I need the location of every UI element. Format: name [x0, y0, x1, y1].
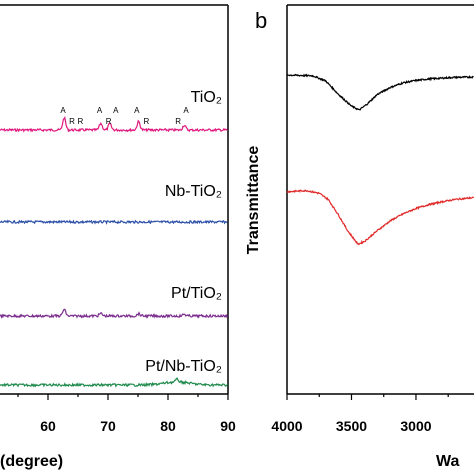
- ftir-tick-label-2: 3000: [400, 418, 431, 434]
- xrd-series-label-1: Nb-TiO₂: [165, 183, 222, 200]
- xrd-tick-label-3: 90: [220, 418, 236, 434]
- ftir-series-group: [286, 73, 474, 246]
- xrd-tick-label-2: 80: [160, 418, 176, 434]
- xrd-x-ticks: 60 70 80 90: [17, 394, 236, 434]
- panel-b-letter: b: [255, 8, 267, 33]
- xrd-series-label-2: Pt/TiO₂: [171, 285, 222, 302]
- xrd-series-label-0: TiO₂: [191, 89, 222, 106]
- ftir-tick-label-1: 3500: [336, 418, 367, 434]
- xrd-tick-label-1: 70: [100, 418, 116, 434]
- ftir-series-line-1: [286, 189, 474, 246]
- xrd-peak-label-2: R: [78, 117, 84, 126]
- ftir-x-axis-label: Wa: [436, 453, 460, 470]
- xrd-series-line-3: [0, 377, 229, 388]
- xrd-peak-label-6: A: [134, 106, 140, 115]
- ftir-x-ticks: 4000 3500 3000: [271, 394, 449, 434]
- xrd-peak-label-8: R: [175, 117, 181, 126]
- xrd-peak-label-5: A: [113, 106, 119, 115]
- xrd-series-line-0: [0, 115, 228, 133]
- xrd-series-labels: TiO₂ Nb-TiO₂ Pt/TiO₂ Pt/Nb-TiO₂: [145, 89, 222, 375]
- xrd-tick-label-0: 60: [40, 418, 56, 434]
- xrd-series-line-1: [0, 219, 228, 225]
- xrd-series-line-2: [0, 308, 229, 319]
- ftir-panel: b 4000 3500 3000 Transmittance Wa: [245, 4, 474, 470]
- xrd-peak-label-0: A: [60, 106, 66, 115]
- xrd-series-label-3: Pt/Nb-TiO₂: [145, 358, 222, 375]
- xrd-series-group: [0, 115, 229, 388]
- xrd-peak-label-7: R: [144, 117, 150, 126]
- xrd-peak-label-1: R: [69, 117, 75, 126]
- ftir-tick-label-0: 4000: [271, 418, 302, 434]
- xrd-peak-label-3: A: [97, 106, 103, 115]
- xrd-x-axis-label: (degree): [0, 453, 63, 470]
- xrd-peak-label-9: A: [183, 106, 189, 115]
- ftir-series-line-0: [286, 73, 474, 111]
- ftir-y-axis-label: Transmittance: [245, 146, 262, 255]
- xrd-peak-label-4: R: [106, 117, 112, 126]
